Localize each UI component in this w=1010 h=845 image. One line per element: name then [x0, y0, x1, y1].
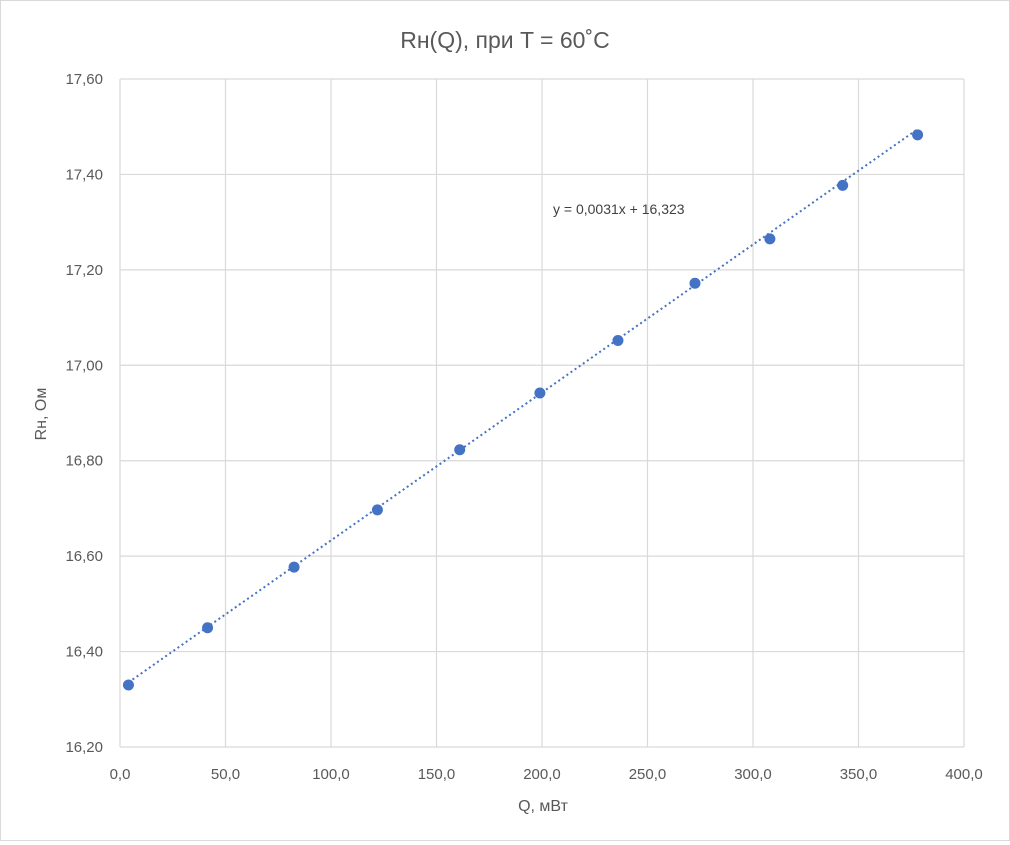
- data-point: [534, 387, 546, 399]
- y-tick-label: 16,40: [65, 644, 103, 661]
- y-tick-label: 17,20: [65, 262, 103, 279]
- x-tick-label: 350,0: [840, 766, 878, 783]
- x-tick-label: 150,0: [418, 766, 456, 783]
- data-point: [912, 129, 924, 141]
- data-points: [122, 129, 924, 691]
- gridlines: [119, 78, 965, 748]
- x-axis-title: Q, мВт: [518, 798, 568, 815]
- data-point: [689, 277, 701, 289]
- tick-labels: 0,0 50,0 100,0 150,0 200,0 250,0 300,0 350,0 400…: [65, 71, 982, 783]
- y-tick-label: 17,40: [65, 166, 103, 183]
- y-tick-label: 17,60: [65, 71, 103, 88]
- data-point: [764, 233, 776, 245]
- data-point: [288, 561, 300, 573]
- y-tick-label: 17,00: [65, 357, 103, 374]
- y-tick-label: 16,20: [65, 739, 103, 756]
- y-tick-label: 16,80: [65, 453, 103, 470]
- y-axis-title: Rн, Ом: [33, 388, 50, 441]
- x-tick-label: 400,0: [945, 766, 983, 783]
- data-point: [202, 622, 214, 634]
- x-tick-label: 100,0: [312, 766, 350, 783]
- trendline-equation: y = 0,0031x + 16,323: [553, 201, 685, 217]
- x-tick-label: 50,0: [211, 766, 240, 783]
- trendline-group: [127, 128, 919, 684]
- data-point: [371, 504, 383, 516]
- x-tick-label: 200,0: [523, 766, 561, 783]
- x-tick-label: 250,0: [629, 766, 667, 783]
- trendline: [127, 128, 919, 684]
- y-tick-label: 16,60: [65, 548, 103, 565]
- data-point: [612, 334, 624, 346]
- chart-title: Rн(Q), при T = 60˚C: [400, 27, 609, 53]
- x-tick-label: 0,0: [110, 766, 131, 783]
- data-point: [837, 179, 849, 191]
- data-point: [122, 679, 134, 691]
- x-tick-label: 300,0: [734, 766, 772, 783]
- data-point: [454, 444, 466, 456]
